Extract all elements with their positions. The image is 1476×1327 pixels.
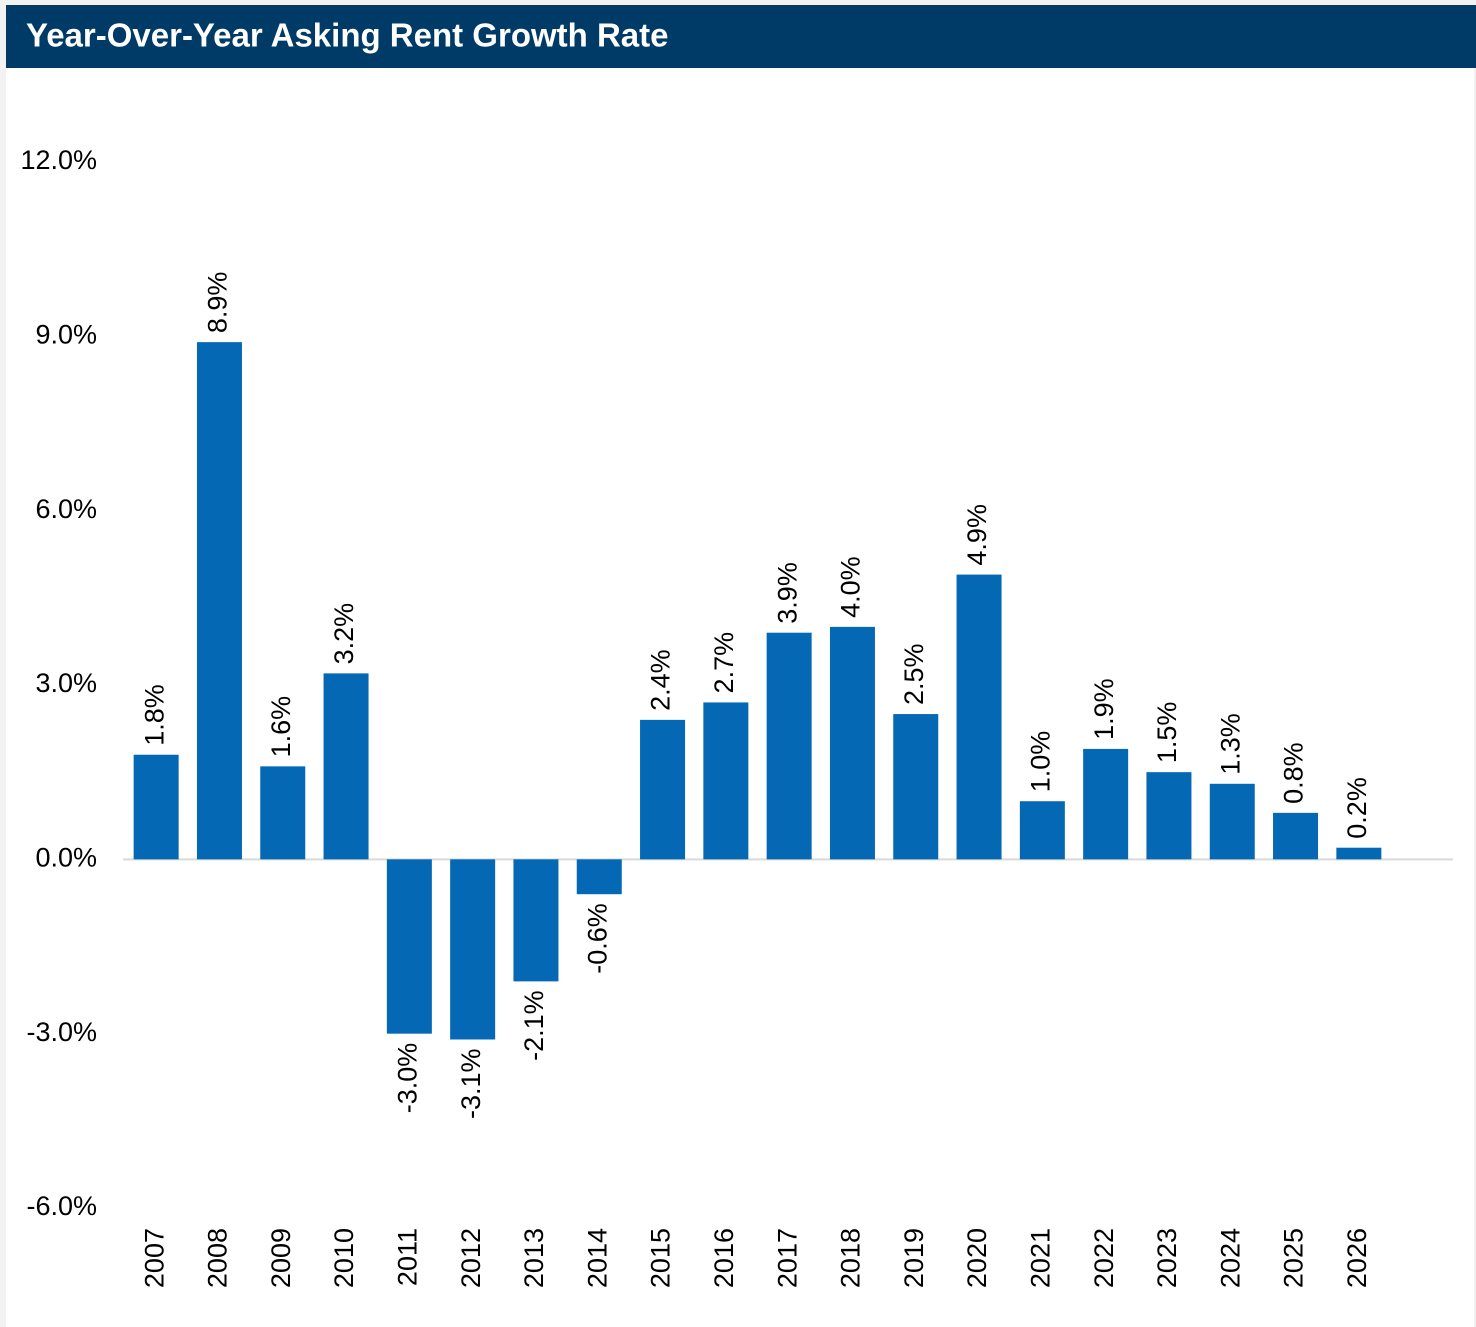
bar — [766, 632, 812, 860]
x-tick-label: 2021 — [1025, 1228, 1055, 1288]
bar — [956, 574, 1002, 860]
bar — [640, 719, 686, 860]
bar — [1273, 812, 1319, 860]
value-label: 3.2% — [329, 603, 359, 665]
bar — [1209, 783, 1255, 860]
x-tick-label: 2025 — [1279, 1228, 1309, 1288]
bar — [513, 859, 559, 982]
x-tick-label: 2020 — [962, 1228, 992, 1288]
bar — [703, 702, 749, 860]
value-label: -2.1% — [519, 990, 549, 1061]
x-tick-label: 2015 — [646, 1228, 676, 1288]
x-tick-label: 2009 — [266, 1228, 296, 1288]
x-tick-label: 2023 — [1152, 1228, 1182, 1288]
y-tick-label: 6.0% — [35, 494, 97, 524]
value-label: 8.9% — [203, 272, 233, 334]
chart-title: Year-Over-Year Asking Rent Growth Rate — [26, 17, 669, 54]
x-tick-label: 2013 — [519, 1228, 549, 1288]
value-label: 2.5% — [899, 644, 929, 706]
bar — [323, 673, 369, 860]
value-label: -3.0% — [392, 1043, 422, 1114]
x-tick-label: 2011 — [392, 1228, 422, 1286]
value-label: 1.0% — [1025, 731, 1055, 793]
plot-panel — [6, 68, 1474, 1327]
x-tick-label: 2022 — [1089, 1228, 1119, 1288]
x-tick-label: 2018 — [836, 1228, 866, 1288]
x-tick-label: 2007 — [139, 1228, 169, 1288]
bar — [829, 626, 875, 860]
bar — [576, 859, 622, 895]
bar — [196, 342, 242, 860]
value-label: -3.1% — [456, 1048, 486, 1119]
value-label: 0.2% — [1342, 777, 1372, 839]
x-tick-label: 2024 — [1215, 1228, 1245, 1288]
x-tick-label: 2012 — [456, 1228, 486, 1288]
y-tick-label: 12.0% — [20, 145, 97, 175]
x-tick-label: 2014 — [582, 1228, 612, 1288]
x-tick-label: 2016 — [709, 1228, 739, 1288]
value-label: 3.9% — [772, 562, 802, 624]
x-tick-label: 2019 — [899, 1228, 929, 1288]
y-tick-label: 3.0% — [35, 668, 97, 698]
y-tick-label: 9.0% — [35, 319, 97, 349]
value-label: 2.4% — [646, 649, 676, 711]
bar — [1083, 748, 1129, 860]
value-label: 1.8% — [139, 684, 169, 746]
x-tick-label: 2008 — [203, 1228, 233, 1288]
bar — [386, 859, 432, 1034]
x-tick-label: 2017 — [772, 1228, 802, 1288]
value-label: 4.9% — [962, 504, 992, 566]
x-tick-label: 2010 — [329, 1228, 359, 1288]
y-tick-label: 0.0% — [35, 842, 97, 872]
value-label: 4.0% — [836, 556, 866, 618]
title-bar — [6, 5, 1476, 68]
bar — [1019, 801, 1065, 860]
value-label: 1.9% — [1089, 678, 1119, 740]
bar — [1146, 772, 1192, 860]
value-label: 1.5% — [1152, 702, 1182, 764]
y-tick-label: -3.0% — [26, 1017, 97, 1047]
bar — [1336, 847, 1382, 860]
value-label: 1.6% — [266, 696, 296, 758]
bar — [260, 766, 306, 860]
x-tick-label: 2026 — [1342, 1228, 1372, 1288]
value-label: 0.8% — [1279, 742, 1309, 804]
bar — [450, 859, 496, 1040]
bar — [893, 714, 939, 860]
value-label: -0.6% — [582, 903, 612, 974]
y-tick-label: -6.0% — [26, 1191, 97, 1221]
value-label: 1.3% — [1215, 713, 1245, 775]
value-label: 2.7% — [709, 632, 739, 694]
bar — [133, 754, 179, 860]
